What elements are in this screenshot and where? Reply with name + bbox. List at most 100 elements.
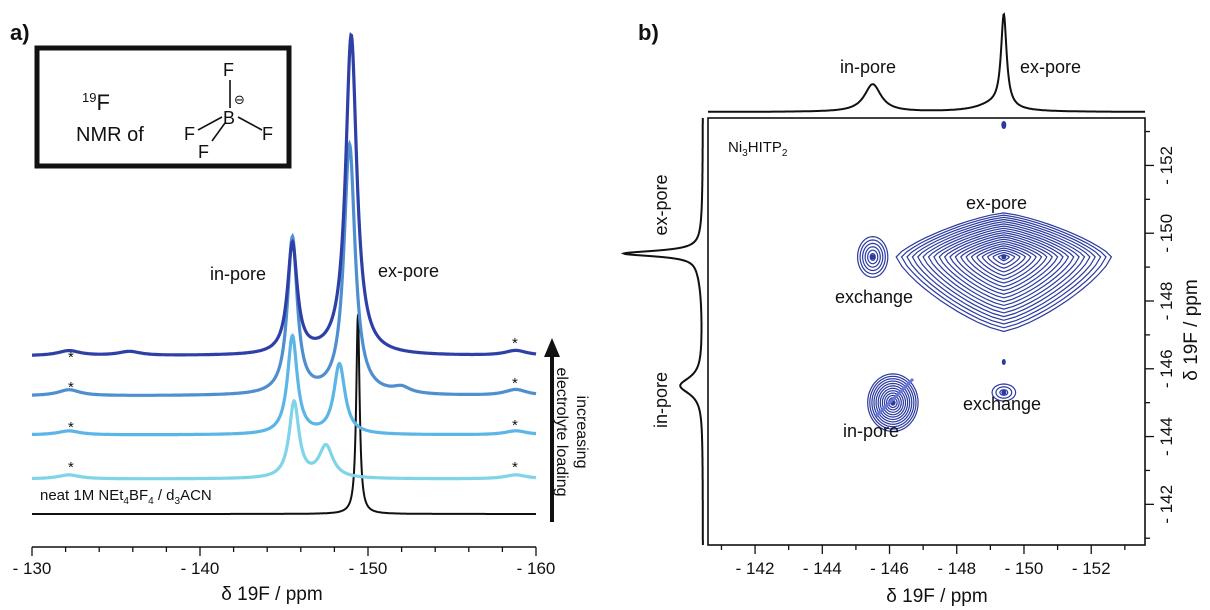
contour-line	[995, 386, 1013, 399]
atom-f-right: F	[262, 124, 273, 144]
contour-label-in-pore: in-pore	[843, 421, 899, 441]
contour-center	[1001, 254, 1007, 260]
in-pore-ridge	[875, 377, 915, 418]
x-axis-a: - 130 - 140 - 150 - 160	[13, 546, 556, 578]
bond-right	[237, 116, 263, 131]
spectrum-line	[32, 333, 536, 437]
x-tick-label: - 130	[13, 559, 52, 578]
left-label-in-pore: in-pore	[651, 372, 671, 428]
contour-label-exchange-right: exchange	[963, 394, 1041, 414]
contour-line	[938, 229, 1070, 303]
contour-line	[906, 216, 1102, 325]
top-label-ex-pore: ex-pore	[1020, 57, 1081, 77]
contour-line	[879, 387, 907, 418]
contour-line	[873, 380, 913, 425]
contour-line	[949, 234, 1059, 295]
contour-line	[861, 242, 884, 272]
y-axis-label-b: δ 19F / ppm	[1181, 279, 1202, 380]
atom-f-left: F	[184, 124, 195, 144]
y-axis-b: - 142 - 144 - 146 - 148 - 150 - 152	[1145, 130, 1176, 539]
x-tick-label: - 152	[1072, 559, 1111, 578]
contour-line	[877, 385, 909, 421]
top-projection-line	[708, 12, 1145, 113]
contour-line	[895, 212, 1113, 333]
sideband-markers: * * * * * * * *	[68, 335, 518, 476]
x-tick-label: - 144	[803, 559, 842, 578]
x-tick-label: - 148	[937, 559, 976, 578]
artifact-spot	[1001, 359, 1006, 365]
contour-line	[986, 249, 1021, 269]
contour-line	[933, 227, 1075, 307]
inset-nucleus: 19F	[82, 90, 110, 115]
x-axis-label-b: δ 19F / ppm	[886, 586, 987, 607]
contour-line	[864, 246, 881, 268]
panel-b-label: b)	[638, 20, 659, 45]
x-tick-label: - 150	[349, 559, 388, 578]
y-tick-label: - 150	[1157, 214, 1176, 253]
sample-label: Ni3HITP2	[728, 139, 788, 159]
contour-line	[976, 245, 1032, 277]
asterisk: *	[68, 459, 74, 476]
label-ex-pore: ex-pore	[378, 261, 439, 281]
bond-bottom	[211, 122, 226, 142]
y-tick-label: - 142	[1157, 485, 1176, 524]
label-in-pore: in-pore	[210, 264, 266, 284]
contour-line	[999, 389, 1009, 396]
contour-line	[922, 223, 1086, 314]
x-tick-label: - 142	[736, 559, 775, 578]
contour-line	[992, 251, 1016, 266]
panel-a-label: a)	[10, 20, 30, 45]
contour-label-ex-pore: ex-pore	[966, 193, 1027, 213]
asterisk: *	[512, 335, 518, 352]
y-axis-label-b-wrap: δ 19F / ppm	[1181, 279, 1202, 380]
y-tick-label: - 146	[1157, 349, 1176, 388]
contour-line	[856, 235, 889, 278]
atom-f-top: F	[223, 60, 234, 80]
x-axis-b: - 142 - 144 - 146 - 148 - 150 - 152	[720, 545, 1126, 578]
spectrum-line	[32, 139, 537, 397]
asterisk: *	[512, 417, 518, 434]
contour-line	[970, 243, 1037, 280]
contour-line	[859, 239, 886, 275]
contour-line	[927, 225, 1080, 310]
x-tick-label: - 140	[181, 559, 220, 578]
asterisk: *	[68, 419, 74, 436]
atom-b: B	[223, 108, 235, 128]
contour-line	[991, 383, 1017, 402]
arrow-label: increasing electrolyte loading	[553, 368, 590, 497]
contour-line	[867, 373, 919, 433]
contour-center	[1001, 390, 1007, 395]
contour-line	[981, 247, 1027, 273]
contour-label-exchange-left: exchange	[835, 287, 913, 307]
spectrum-line	[32, 32, 537, 357]
plot-frame-2d	[707, 117, 1146, 546]
molecule-inset-box	[34, 45, 292, 169]
asterisk: *	[68, 379, 74, 396]
contour-line	[960, 238, 1048, 288]
left-label-in-pore-wrap: in-pore	[651, 372, 671, 428]
left-label-ex-pore: ex-pore	[651, 174, 671, 235]
contour-line	[943, 232, 1064, 299]
asterisk: *	[68, 349, 74, 366]
x-tick-label: - 160	[517, 559, 556, 578]
contour-line	[900, 214, 1107, 329]
contour-line	[867, 249, 879, 265]
left-label-ex-pore-wrap: ex-pore	[651, 174, 671, 235]
x-tick-label: - 150	[1005, 559, 1044, 578]
spectrum-line	[32, 314, 536, 515]
contour-line	[869, 253, 876, 261]
contour-line	[911, 218, 1096, 321]
contour-line	[954, 236, 1053, 292]
spectrum-line	[32, 398, 537, 481]
contour-line	[875, 382, 911, 423]
contour-center	[870, 254, 876, 260]
inset-nmr-of: NMR of	[76, 124, 144, 146]
contour-line	[871, 378, 915, 428]
bond-left	[197, 116, 223, 131]
y-tick-label: - 144	[1157, 417, 1176, 456]
contour-line	[917, 221, 1091, 318]
top-projection	[708, 12, 1145, 113]
atom-f-bottom: F	[198, 142, 209, 162]
stacked-spectra	[32, 32, 537, 515]
